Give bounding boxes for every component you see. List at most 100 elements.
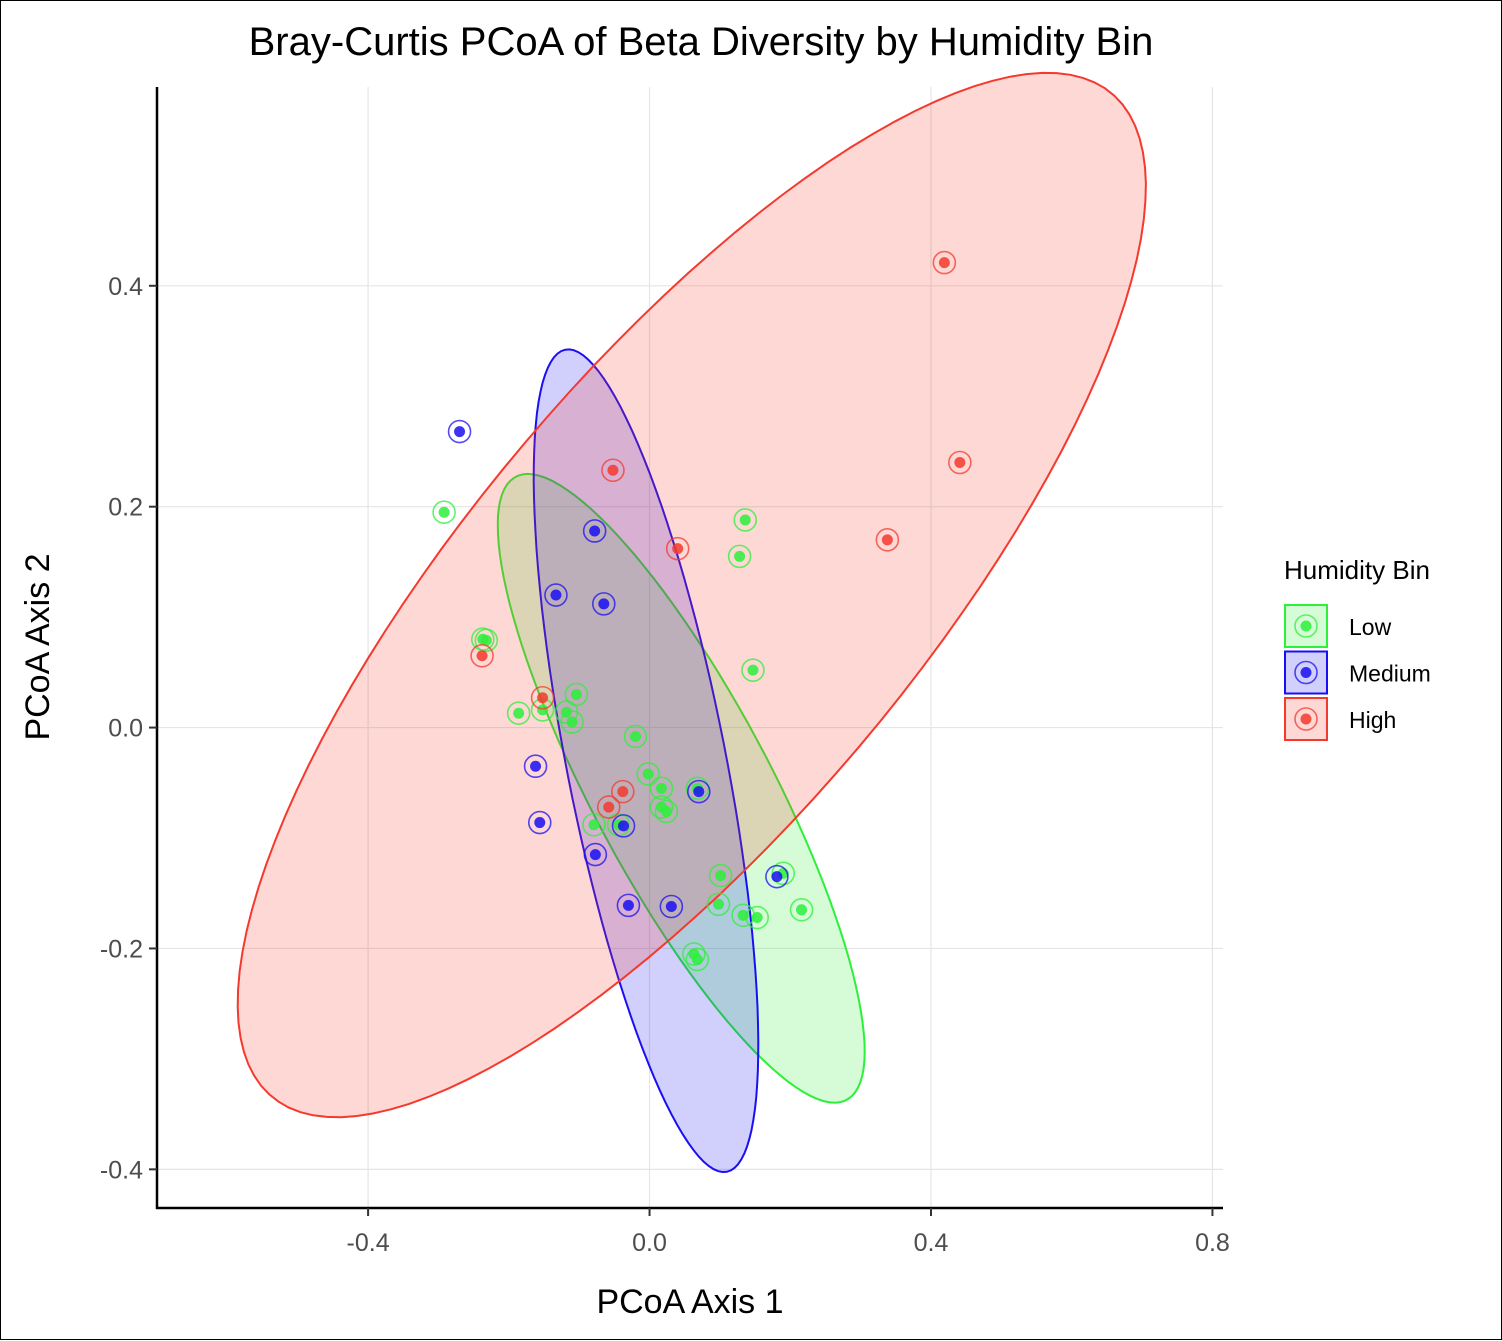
point-low: [745, 905, 769, 930]
point-dot: [476, 650, 488, 662]
point-dot: [796, 904, 808, 916]
point-ring: [564, 682, 589, 707]
y-tick-label: 0.2: [108, 494, 143, 522]
y-tick-label: -0.4: [100, 1156, 143, 1184]
point-ring: [611, 779, 635, 804]
point-ring: [654, 799, 679, 824]
point-dot: [954, 457, 966, 469]
point-ring: [685, 776, 710, 801]
point-medium: [611, 814, 636, 838]
point-ring: [611, 814, 636, 838]
point-medium: [686, 779, 711, 804]
x-tick-label: 0.0: [632, 1229, 667, 1257]
legend-label: High: [1349, 707, 1396, 733]
ellipse-high: [236, 71, 1147, 1119]
legend-dot: [1300, 713, 1312, 725]
point-ring: [636, 762, 660, 786]
confidence-ellipses: [236, 71, 1147, 1174]
point-low: [727, 544, 752, 569]
legend-item-high: High: [1284, 697, 1396, 741]
point-dot: [603, 801, 615, 813]
point-dot: [622, 899, 634, 911]
point-dot: [660, 806, 672, 818]
legend-ring: [1294, 660, 1318, 685]
point-dot: [656, 782, 668, 794]
point-dot: [881, 534, 893, 546]
point-dot: [589, 525, 601, 537]
point-dot: [693, 786, 705, 798]
point-dot: [642, 768, 654, 780]
point-dot: [618, 820, 630, 832]
point-ring: [686, 779, 711, 804]
data-points: [432, 250, 972, 972]
point-ring: [932, 250, 957, 275]
point-ring: [432, 500, 456, 525]
point-dot: [617, 786, 629, 798]
point-low: [654, 799, 679, 824]
axes: -0.4 0.0 0.4 0.8 -0.4 -0.2 0.0 0.2 0.4: [100, 87, 1230, 1257]
point-ring: [544, 583, 568, 607]
point-dot: [589, 849, 601, 861]
point-ring: [708, 863, 733, 888]
point-medium: [544, 583, 568, 607]
point-high: [470, 643, 494, 668]
point-low: [432, 500, 456, 525]
point-ring: [727, 544, 752, 569]
point-low: [623, 724, 648, 749]
point-low: [560, 710, 584, 734]
point-high: [601, 458, 625, 483]
point-high: [530, 685, 555, 710]
point-ring: [582, 519, 607, 543]
point-medium: [592, 592, 616, 616]
point-ring: [706, 892, 731, 917]
point-high: [596, 795, 621, 819]
point-ring: [583, 842, 608, 867]
point-dot: [747, 664, 759, 676]
point-ring: [771, 861, 796, 886]
point-ring: [592, 592, 616, 616]
point-dot: [537, 704, 549, 716]
point-dot: [534, 817, 546, 829]
point-dot: [751, 912, 763, 924]
point-dot: [715, 870, 727, 882]
point-dot: [739, 514, 751, 526]
point-low: [636, 762, 660, 786]
point-dot: [537, 692, 549, 704]
point-dot: [566, 716, 578, 728]
point-ring: [474, 628, 499, 653]
point-ring: [741, 658, 765, 682]
point-medium: [765, 864, 789, 889]
y-tick-label: -0.2: [100, 935, 143, 963]
point-low: [649, 776, 674, 801]
point-ring: [685, 947, 710, 972]
point-ring: [659, 894, 684, 919]
point-high: [948, 450, 972, 475]
legend-ring: [1294, 614, 1318, 638]
point-medium: [659, 894, 684, 919]
point-low: [506, 701, 531, 726]
legend-title: Humidity Bin: [1284, 555, 1430, 585]
point-medium: [527, 810, 552, 835]
point-dot: [570, 688, 582, 700]
point-ring: [527, 810, 552, 835]
point-ring: [733, 508, 758, 532]
point-ring: [875, 528, 900, 552]
point-medium: [523, 754, 548, 779]
legend-item-medium: Medium: [1284, 650, 1431, 695]
ellipse-medium: [532, 348, 760, 1174]
point-ring: [765, 864, 789, 889]
x-tick-label: 0.4: [914, 1229, 949, 1257]
point-dot: [691, 954, 703, 966]
point-dot: [454, 426, 466, 438]
point-low: [708, 863, 733, 888]
point-dot: [938, 257, 950, 269]
point-medium: [583, 842, 608, 867]
point-dot: [672, 543, 684, 555]
point-ring: [530, 685, 555, 710]
point-low: [474, 628, 499, 653]
point-ring: [523, 754, 548, 779]
point-ring: [665, 536, 690, 561]
point-dot: [598, 598, 610, 610]
legend-label: Low: [1349, 614, 1392, 640]
